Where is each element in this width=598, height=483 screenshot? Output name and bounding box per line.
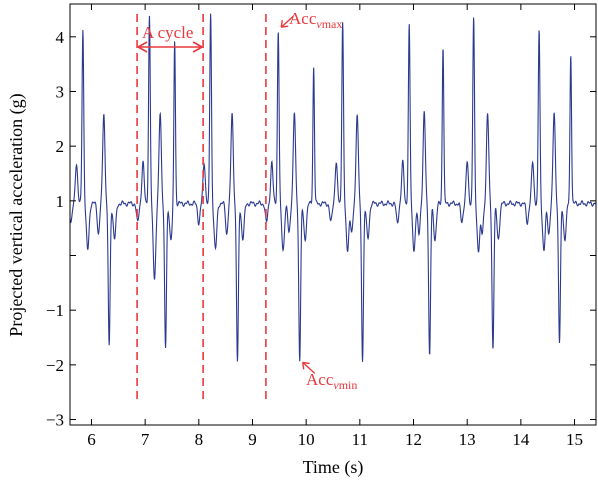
x-tick-label: 6 [87, 430, 96, 449]
max-pointer-arrow [280, 15, 294, 28]
x-axis: 6 7 8 9 10 11 12 13 14 15 [87, 4, 583, 449]
x-tick-label: 9 [248, 430, 257, 449]
max-pointer-head [280, 20, 289, 28]
x-tick-label: 11 [352, 430, 368, 449]
acc-v-max-label: Accvmax [289, 9, 342, 31]
min-pointer-head [302, 361, 310, 370]
y-tick-label: 4 [56, 28, 65, 47]
x-tick-label: 15 [566, 430, 583, 449]
plot-frame [69, 3, 597, 426]
x-axis-title: Time (s) [303, 457, 364, 478]
y-tick-label: 3 [56, 82, 65, 101]
annotations: A cycle Accvmax Accvmin [137, 9, 357, 392]
x-tick-label: 12 [405, 430, 422, 449]
y-axis: −3 −2 −1 1 2 3 4 [46, 28, 596, 430]
cycle-arrow-left-head [137, 41, 148, 53]
acceleration-series-line [70, 13, 596, 362]
x-tick-label: 14 [512, 430, 530, 449]
cycle-markers [136, 14, 267, 402]
x-tick-label: 8 [195, 430, 204, 449]
x-tick-label: 13 [459, 430, 476, 449]
x-tick-label: 7 [141, 430, 150, 449]
y-tick-label: 1 [56, 192, 65, 211]
y-tick-label: 2 [56, 137, 65, 156]
min-pointer-arrow [302, 361, 316, 374]
x-tick-label: 10 [298, 430, 315, 449]
y-axis-title: Projected vertical acceleration (g) [6, 93, 27, 336]
cycle-label: A cycle [142, 23, 193, 42]
y-tick-label: −3 [46, 411, 64, 430]
cycle-arrow-right-head [192, 41, 203, 53]
y-tick-label: −2 [46, 356, 64, 375]
series-layer [70, 13, 596, 362]
acc-v-min-label: Accvmin [306, 370, 357, 392]
y-tick-label: −1 [46, 301, 64, 320]
